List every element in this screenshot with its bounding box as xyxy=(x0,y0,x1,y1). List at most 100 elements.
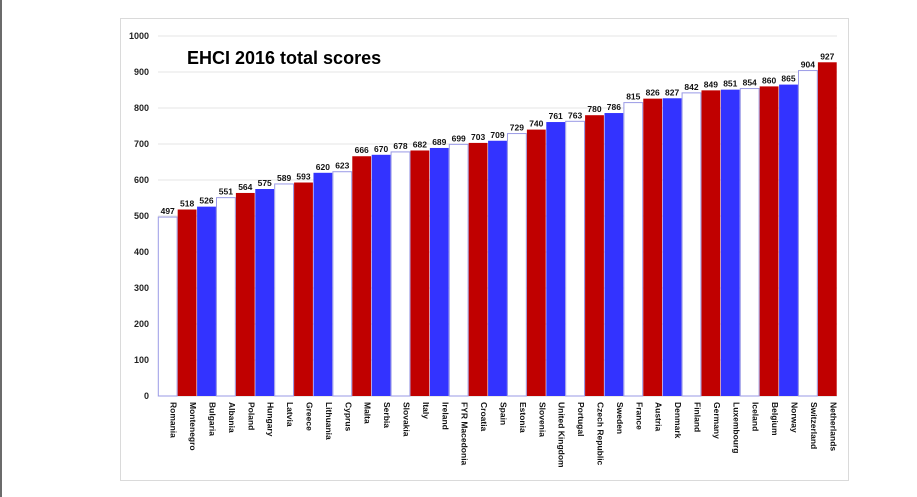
bar-iceland xyxy=(739,88,760,397)
data-label: 815 xyxy=(626,92,640,102)
bar-croatia xyxy=(468,142,488,396)
category-label: Luxembourg xyxy=(731,402,741,453)
data-label: 786 xyxy=(607,102,621,112)
data-label: 927 xyxy=(820,51,834,61)
category-label: Croatia xyxy=(479,402,489,432)
bar-serbia xyxy=(371,154,391,396)
data-label: 518 xyxy=(180,199,194,209)
category-label: Malta xyxy=(363,402,373,424)
category-label: Czech Republic xyxy=(596,402,606,466)
data-label: 904 xyxy=(801,60,815,70)
data-labels: 497 518 526 551 564 575 589 593 620 623 666 670 678 6… xyxy=(161,51,835,216)
data-label: 670 xyxy=(374,144,388,154)
bar-belgium xyxy=(759,86,779,397)
bars xyxy=(157,62,837,397)
bar-romania xyxy=(157,216,178,397)
bar-latvia xyxy=(274,183,295,397)
y-tick-label: 100 xyxy=(134,355,149,365)
bar-norway xyxy=(779,84,798,396)
category-label: Sweden xyxy=(615,402,625,434)
category-label: Austria xyxy=(654,402,664,432)
category-labels: Romania Montenegro Bulgaria Albania Poland Hu… xyxy=(169,402,839,468)
y-tick-label: 1000 xyxy=(129,31,149,41)
bar-sweden xyxy=(604,113,624,396)
bar-luxembourg xyxy=(720,89,740,396)
data-label: 740 xyxy=(529,119,543,129)
data-label: 689 xyxy=(432,137,446,147)
y-tick-label: 300 xyxy=(134,283,149,293)
category-label: Greece xyxy=(305,402,315,431)
category-label: United Kingdom xyxy=(557,402,567,468)
category-label: Portugal xyxy=(576,402,586,436)
bar-montenegro xyxy=(177,209,197,396)
bar-ireland xyxy=(429,147,449,396)
bar-united-kingdom xyxy=(546,122,566,396)
bar-malta xyxy=(352,156,372,396)
bar-germany xyxy=(701,90,721,397)
category-label: Belgium xyxy=(770,402,780,436)
bar-denmark xyxy=(662,98,682,396)
category-label: Montenegro xyxy=(188,402,198,451)
y-tick-label: 600 xyxy=(134,175,149,185)
category-label: Italy xyxy=(421,402,431,419)
category-label: Romania xyxy=(169,402,179,438)
data-label: 666 xyxy=(355,145,369,155)
bar-portugal xyxy=(565,120,586,397)
category-label: Slovakia xyxy=(402,402,412,437)
chart-title: EHCI 2016 total scores xyxy=(187,48,381,68)
bar-bulgaria xyxy=(197,206,216,396)
data-label: 729 xyxy=(510,123,524,133)
category-label: Hungary xyxy=(266,402,276,437)
bar-switzerland xyxy=(797,70,818,397)
category-label: Lithuania xyxy=(324,402,334,440)
bar-slovakia xyxy=(390,151,411,397)
y-tick-label: 400 xyxy=(134,247,149,257)
data-label: 589 xyxy=(277,173,291,183)
data-label: 703 xyxy=(471,132,485,142)
bar-chart: 0 100 200 300 400 500 600 700 800 900 1000 497 518 5… xyxy=(129,31,839,468)
bar-cyprus xyxy=(332,171,353,397)
bar-slovenia xyxy=(526,129,546,396)
data-label: 551 xyxy=(219,187,233,197)
category-label: Norway xyxy=(790,402,800,433)
category-label: Iceland xyxy=(751,402,761,431)
data-label: 575 xyxy=(258,178,272,188)
y-tick-label: 700 xyxy=(134,139,149,149)
category-label: France xyxy=(634,402,644,430)
y-tick-label: 200 xyxy=(134,319,149,329)
bar-spain xyxy=(488,140,507,396)
bar-czech-republic xyxy=(585,115,604,396)
bar-albania xyxy=(215,197,236,397)
bar-hungary xyxy=(255,189,275,396)
data-label: 526 xyxy=(199,196,213,206)
data-label: 593 xyxy=(296,172,310,182)
category-label: Albania xyxy=(227,402,237,433)
bar-fyr-macedonia xyxy=(448,143,469,397)
category-label: Ireland xyxy=(440,402,450,430)
category-label: Poland xyxy=(246,402,256,430)
data-label: 623 xyxy=(335,161,349,171)
y-tick-label: 900 xyxy=(134,67,149,77)
data-label: 497 xyxy=(161,206,175,216)
y-tick-label: 800 xyxy=(134,103,149,113)
data-label: 763 xyxy=(568,110,582,120)
category-label: Germany xyxy=(712,402,722,439)
data-label: 678 xyxy=(393,141,407,151)
y-tick-label: 500 xyxy=(134,211,149,221)
data-label: 860 xyxy=(762,75,776,85)
data-label: 827 xyxy=(665,87,679,97)
bar-estonia xyxy=(506,133,527,397)
data-label: 709 xyxy=(490,130,504,140)
data-label: 865 xyxy=(781,74,795,84)
category-label: Slovenia xyxy=(537,402,547,437)
category-label: Bulgaria xyxy=(208,402,218,436)
category-label: Serbia xyxy=(382,402,392,428)
bar-poland xyxy=(235,192,255,396)
data-label: 842 xyxy=(684,82,698,92)
y-axis-ticks: 0 100 200 300 400 500 600 700 800 900 1000 xyxy=(129,31,149,401)
category-label: Switzerland xyxy=(809,402,819,449)
bar-greece xyxy=(294,182,313,396)
bar-lithuania xyxy=(313,172,333,396)
category-label: Denmark xyxy=(673,402,683,439)
bar-france xyxy=(623,102,644,397)
